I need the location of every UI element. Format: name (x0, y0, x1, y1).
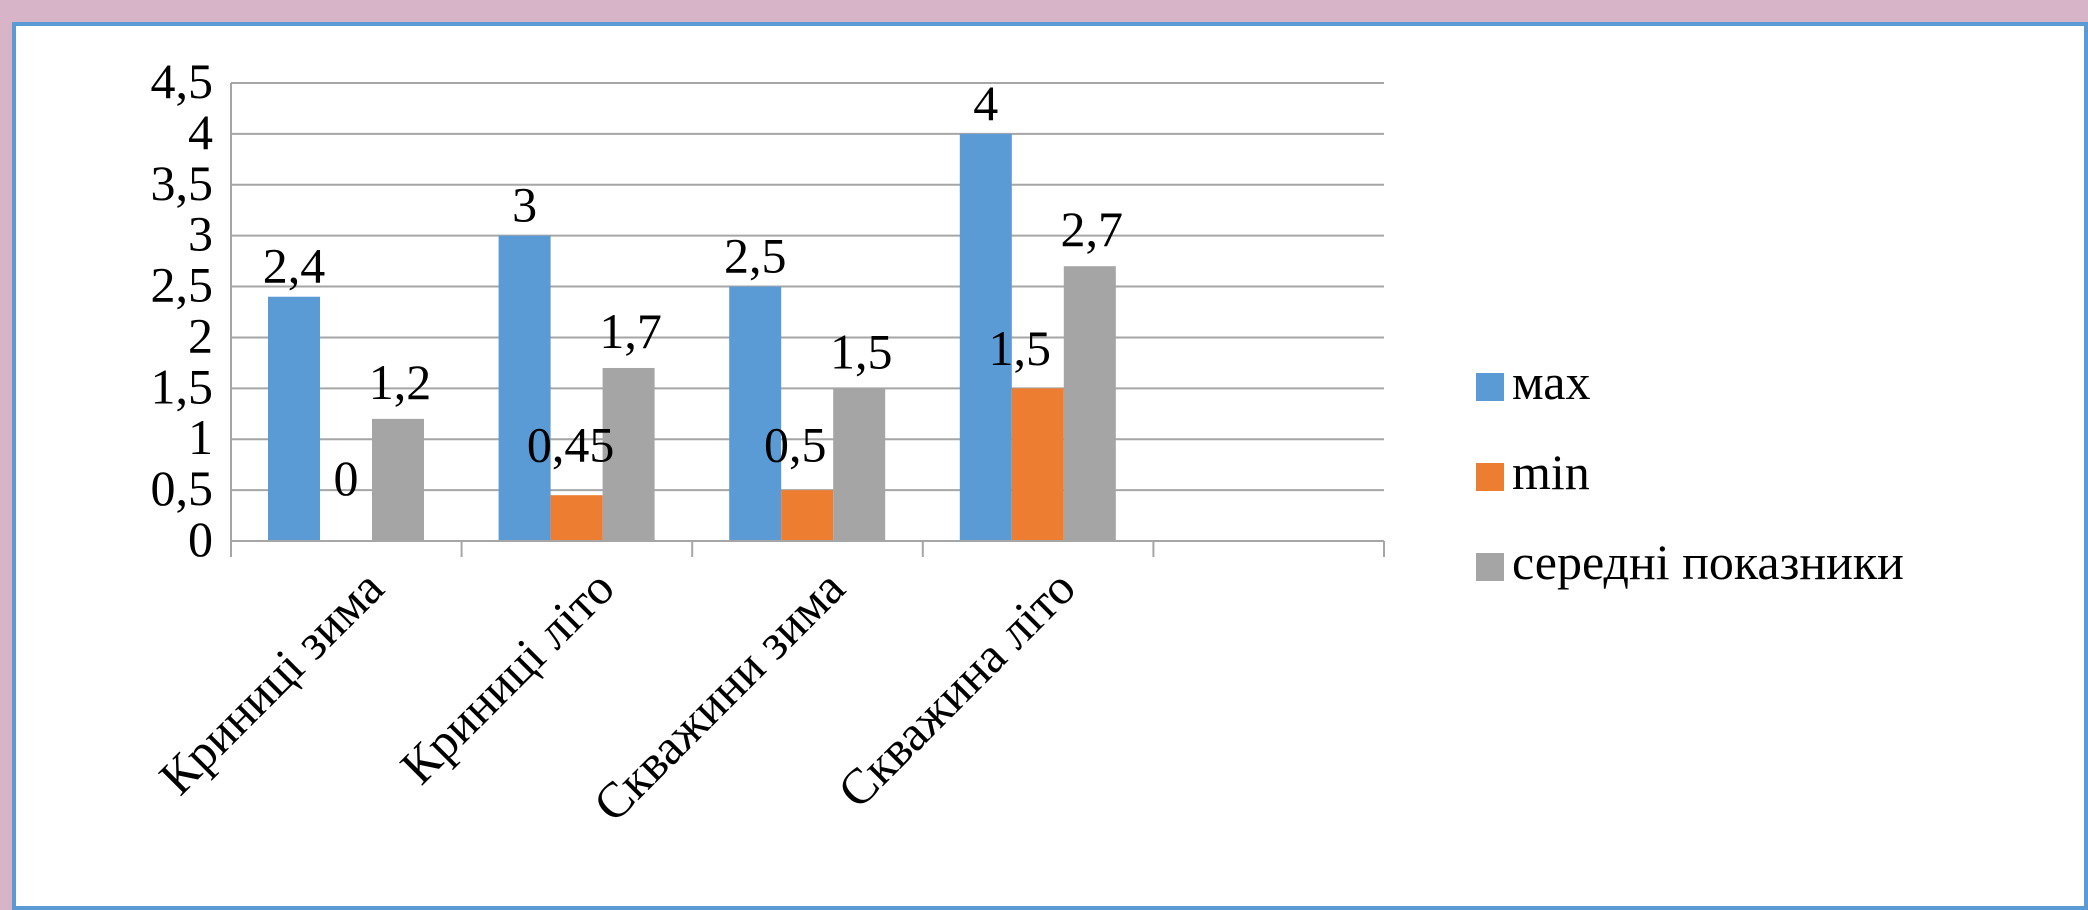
bar-1-4 (959, 133, 1012, 541)
legend-swatch (1476, 553, 1504, 581)
legend-label: min (1512, 444, 1590, 500)
x-axis (230, 83, 1385, 557)
data-label: 3 (512, 177, 537, 233)
bars (268, 133, 1116, 541)
chart-frame: 2,4 3 2,5 4 0 0,45 0,5 1,5 1,2 1,7 1,5 2,7 0 0,5 1 1,5… (12, 22, 2088, 910)
y-tick-label: 0 (188, 511, 213, 567)
y-tick-label: 4 (188, 104, 213, 160)
data-label: 0 (334, 450, 359, 506)
data-label: 1,5 (989, 320, 1052, 376)
bar-1-2 (498, 235, 551, 541)
data-label: 1,2 (369, 354, 432, 410)
y-tick-label: 0,5 (151, 460, 214, 516)
legend-swatch (1476, 463, 1504, 491)
legend-label: мах (1512, 354, 1591, 410)
category-label: Криниці зима (148, 559, 394, 805)
data-label: 2,4 (263, 238, 326, 294)
category-label: Скважина літо (827, 559, 1086, 818)
y-tick-label: 1,5 (151, 358, 214, 414)
bar-2-2 (550, 495, 603, 541)
y-axis-ticks: 00,511,522,533,544,5 (151, 53, 214, 567)
category-label: Криниці літо (389, 559, 624, 794)
y-tick-label: 1 (188, 409, 213, 465)
data-label: 4 (973, 75, 998, 131)
y-tick-label: 2,5 (151, 257, 214, 313)
bar-3-4 (1063, 266, 1116, 541)
legend-label: середні показники (1512, 534, 1904, 590)
data-label: 1,5 (830, 323, 893, 379)
bar-2-4 (1011, 388, 1064, 541)
bar-3-2 (602, 367, 655, 541)
y-tick-label: 2 (188, 307, 213, 363)
data-label: 0,5 (764, 417, 827, 473)
y-tick-label: 3 (188, 206, 213, 262)
bar-3-3 (833, 388, 886, 541)
bar-1-3 (729, 286, 782, 541)
data-label: 0,45 (527, 417, 615, 473)
data-label: 2,5 (724, 228, 787, 284)
data-label: 1,7 (599, 303, 662, 359)
bar-2-3 (781, 490, 834, 541)
y-tick-label: 4,5 (151, 53, 214, 109)
y-tick-label: 3,5 (151, 155, 214, 211)
data-label: 2,7 (1061, 201, 1124, 257)
bar-3-1 (372, 418, 424, 541)
legend-swatch (1476, 373, 1504, 401)
bar-1-1 (268, 296, 320, 541)
legend: мах min середні показники (1476, 354, 1904, 590)
